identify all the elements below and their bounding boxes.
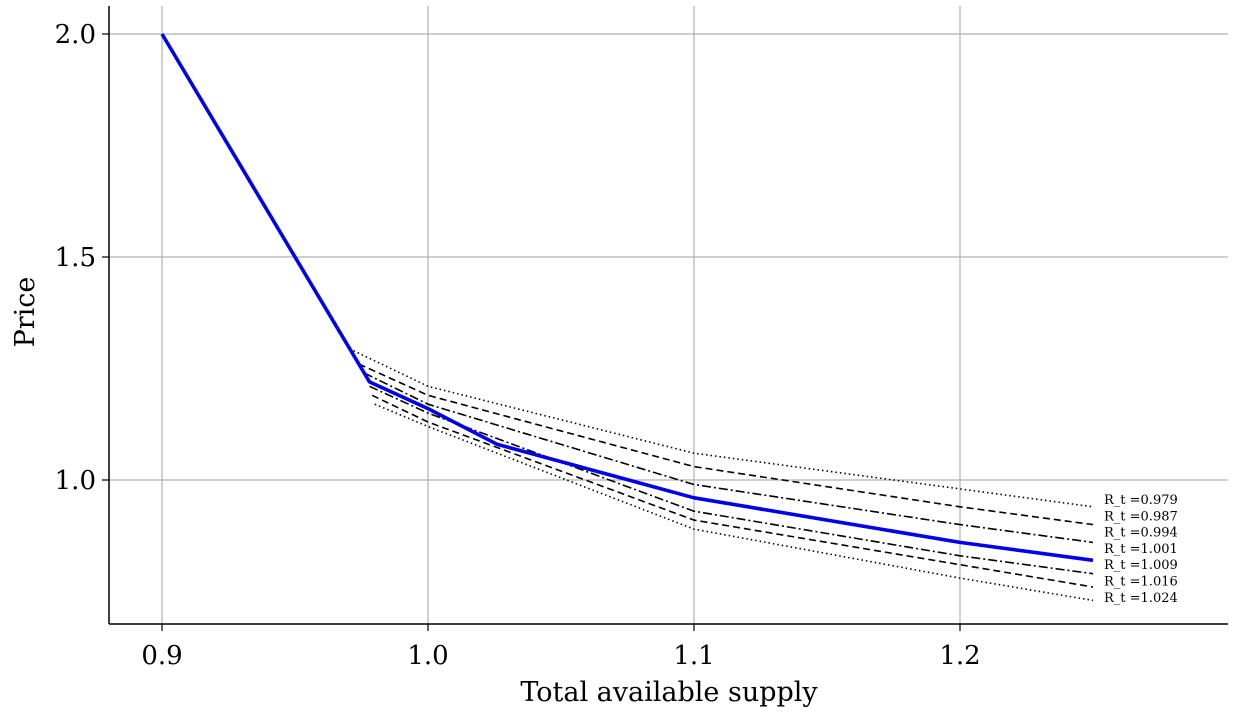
x-tick-label: 1.1	[673, 641, 714, 671]
series-label: R_t =1.009	[1104, 558, 1178, 573]
x-tick-label: 1.0	[407, 641, 448, 671]
series-label: R_t =1.024	[1104, 591, 1178, 606]
series-label: R_t =1.001	[1104, 542, 1178, 557]
grid-lines	[109, 6, 1228, 624]
main-price-line	[160, 33, 1094, 563]
x-tick-label: 0.9	[141, 641, 182, 671]
series-lines	[160, 33, 1094, 602]
y-tick-label: 2.0	[55, 20, 96, 50]
y-tick-label: 1.5	[55, 243, 96, 273]
series-label: R_t =0.979	[1104, 493, 1178, 508]
series-label: R_t =0.987	[1104, 509, 1178, 524]
tick-marks: 0.9 1.0 1.1 1.2 1.0 1.5 2.0	[55, 20, 981, 671]
x-tick-label: 1.2	[939, 641, 980, 671]
axes	[108, 6, 1228, 625]
scenario-series-line	[374, 403, 1094, 602]
scenario-series-line	[371, 394, 1094, 588]
scenario-series-line	[363, 372, 1094, 544]
x-axis-label: Total available supply	[520, 677, 818, 708]
scenario-series-line	[353, 349, 1094, 508]
series-label: R_t =0.994	[1104, 526, 1178, 541]
y-tick-label: 1.0	[55, 466, 96, 496]
scenario-series-line	[369, 385, 1094, 575]
y-axis-label: Price	[10, 277, 41, 348]
series-label: R_t =1.016	[1104, 575, 1178, 590]
scenario-series-line	[358, 363, 1094, 526]
